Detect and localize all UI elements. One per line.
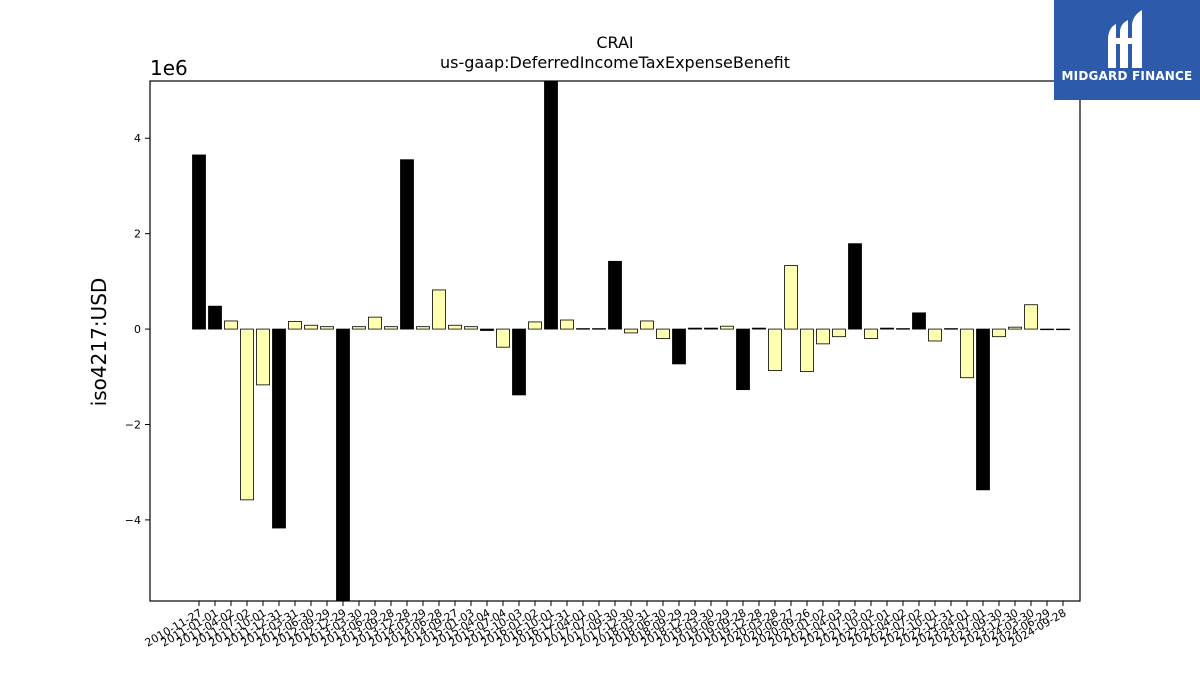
bar-2011-04-02 — [224, 320, 238, 330]
bar-2023-09-30 — [992, 328, 1006, 338]
bar-2011-10-01 — [256, 328, 270, 386]
y-tick-label: −4 — [125, 514, 141, 527]
bar-2015-01-03 — [464, 326, 478, 330]
bar-2012-06-30 — [304, 324, 318, 330]
chart-subtitle: us-gaap:DeferredIncomeTaxExpenseBenefit — [440, 53, 790, 72]
bar-2011-12-31 — [272, 328, 286, 529]
bar-2021-10-02 — [864, 328, 878, 340]
y-ticks: −4 −2 0 2 4 — [125, 132, 150, 527]
chart-title: CRAI — [596, 33, 633, 52]
bar-2022-07-02 — [912, 312, 926, 330]
bar-2018-09-29 — [672, 328, 686, 365]
bar-2011-01-01 — [208, 305, 222, 330]
bar-2013-03-30 — [352, 326, 366, 330]
y-tick-label: 0 — [134, 323, 141, 336]
bar-2022-04-02 — [896, 328, 910, 330]
bar-2014-03-29 — [416, 326, 430, 330]
bar-2013-09-28 — [384, 326, 398, 330]
bar-2022-01-01 — [880, 327, 894, 330]
bar-2019-09-28 — [736, 328, 750, 391]
bar-2017-12-30 — [624, 328, 638, 334]
midgard-logo-icon — [1108, 10, 1142, 68]
bar-2017-04-01 — [576, 328, 590, 330]
bar-2021-07-03 — [848, 243, 862, 330]
bar-2024-03-30 — [1024, 304, 1038, 330]
bar-2014-06-28 — [432, 289, 446, 330]
bar-2013-12-28 — [400, 159, 414, 330]
bar-2018-12-29 — [688, 327, 702, 330]
bar-2019-03-30 — [704, 327, 718, 330]
logo-text: MIDGARD FINANCE — [1061, 69, 1193, 83]
bar-2023-07-01 — [976, 328, 990, 491]
bar-2019-06-29 — [720, 325, 734, 330]
y-tick-label: 4 — [134, 132, 141, 145]
bar-2013-06-29 — [368, 316, 382, 330]
bar-2012-03-31 — [288, 321, 302, 330]
y-axis-label: iso4217:USD — [87, 278, 111, 407]
bar-2018-03-31 — [640, 320, 654, 330]
bar-2014-09-27 — [448, 324, 462, 330]
y-tick-label: 2 — [134, 228, 141, 241]
bar-2017-07-01 — [592, 328, 606, 330]
bar-2021-01-02 — [816, 328, 830, 345]
bar-2023-04-01 — [960, 328, 974, 379]
bar-2015-07-04 — [496, 328, 510, 348]
bar-2015-10-03 — [512, 328, 526, 396]
bar-2018-06-30 — [656, 328, 670, 340]
y-tick-label: −2 — [125, 418, 141, 431]
bars-group — [192, 80, 1070, 602]
bar-2024-09-28 — [1056, 328, 1070, 331]
bar-2015-04-04 — [480, 328, 494, 331]
bar-2016-01-02 — [528, 321, 542, 330]
y-offset-label: 1e6 — [150, 56, 188, 80]
bar-2021-04-03 — [832, 328, 846, 338]
bar-2022-12-31 — [944, 328, 958, 330]
bar-2019-12-28 — [752, 327, 766, 330]
bar-2024-06-29 — [1040, 328, 1054, 331]
bar-2016-10-01 — [544, 80, 558, 330]
bar-2017-09-30 — [608, 260, 622, 330]
bar-2012-09-29 — [320, 326, 334, 330]
bar-2010-11-27 — [192, 154, 206, 330]
bar-2022-10-01 — [928, 328, 942, 342]
plot-frame — [149, 80, 1081, 602]
bar-2016-12-31 — [560, 319, 574, 330]
bar-2011-07-02 — [240, 328, 254, 501]
bar-2020-06-27 — [784, 265, 798, 330]
bar-2012-12-29 — [336, 328, 350, 602]
brand-logo: MIDGARD FINANCE — [1054, 0, 1200, 100]
bar-2020-09-26 — [800, 328, 814, 372]
bar-2023-12-30 — [1008, 326, 1022, 330]
bar-2020-03-28 — [768, 328, 782, 371]
x-ticks: 2010-11-272011-01-012011-04-022011-07-02… — [143, 601, 1069, 650]
